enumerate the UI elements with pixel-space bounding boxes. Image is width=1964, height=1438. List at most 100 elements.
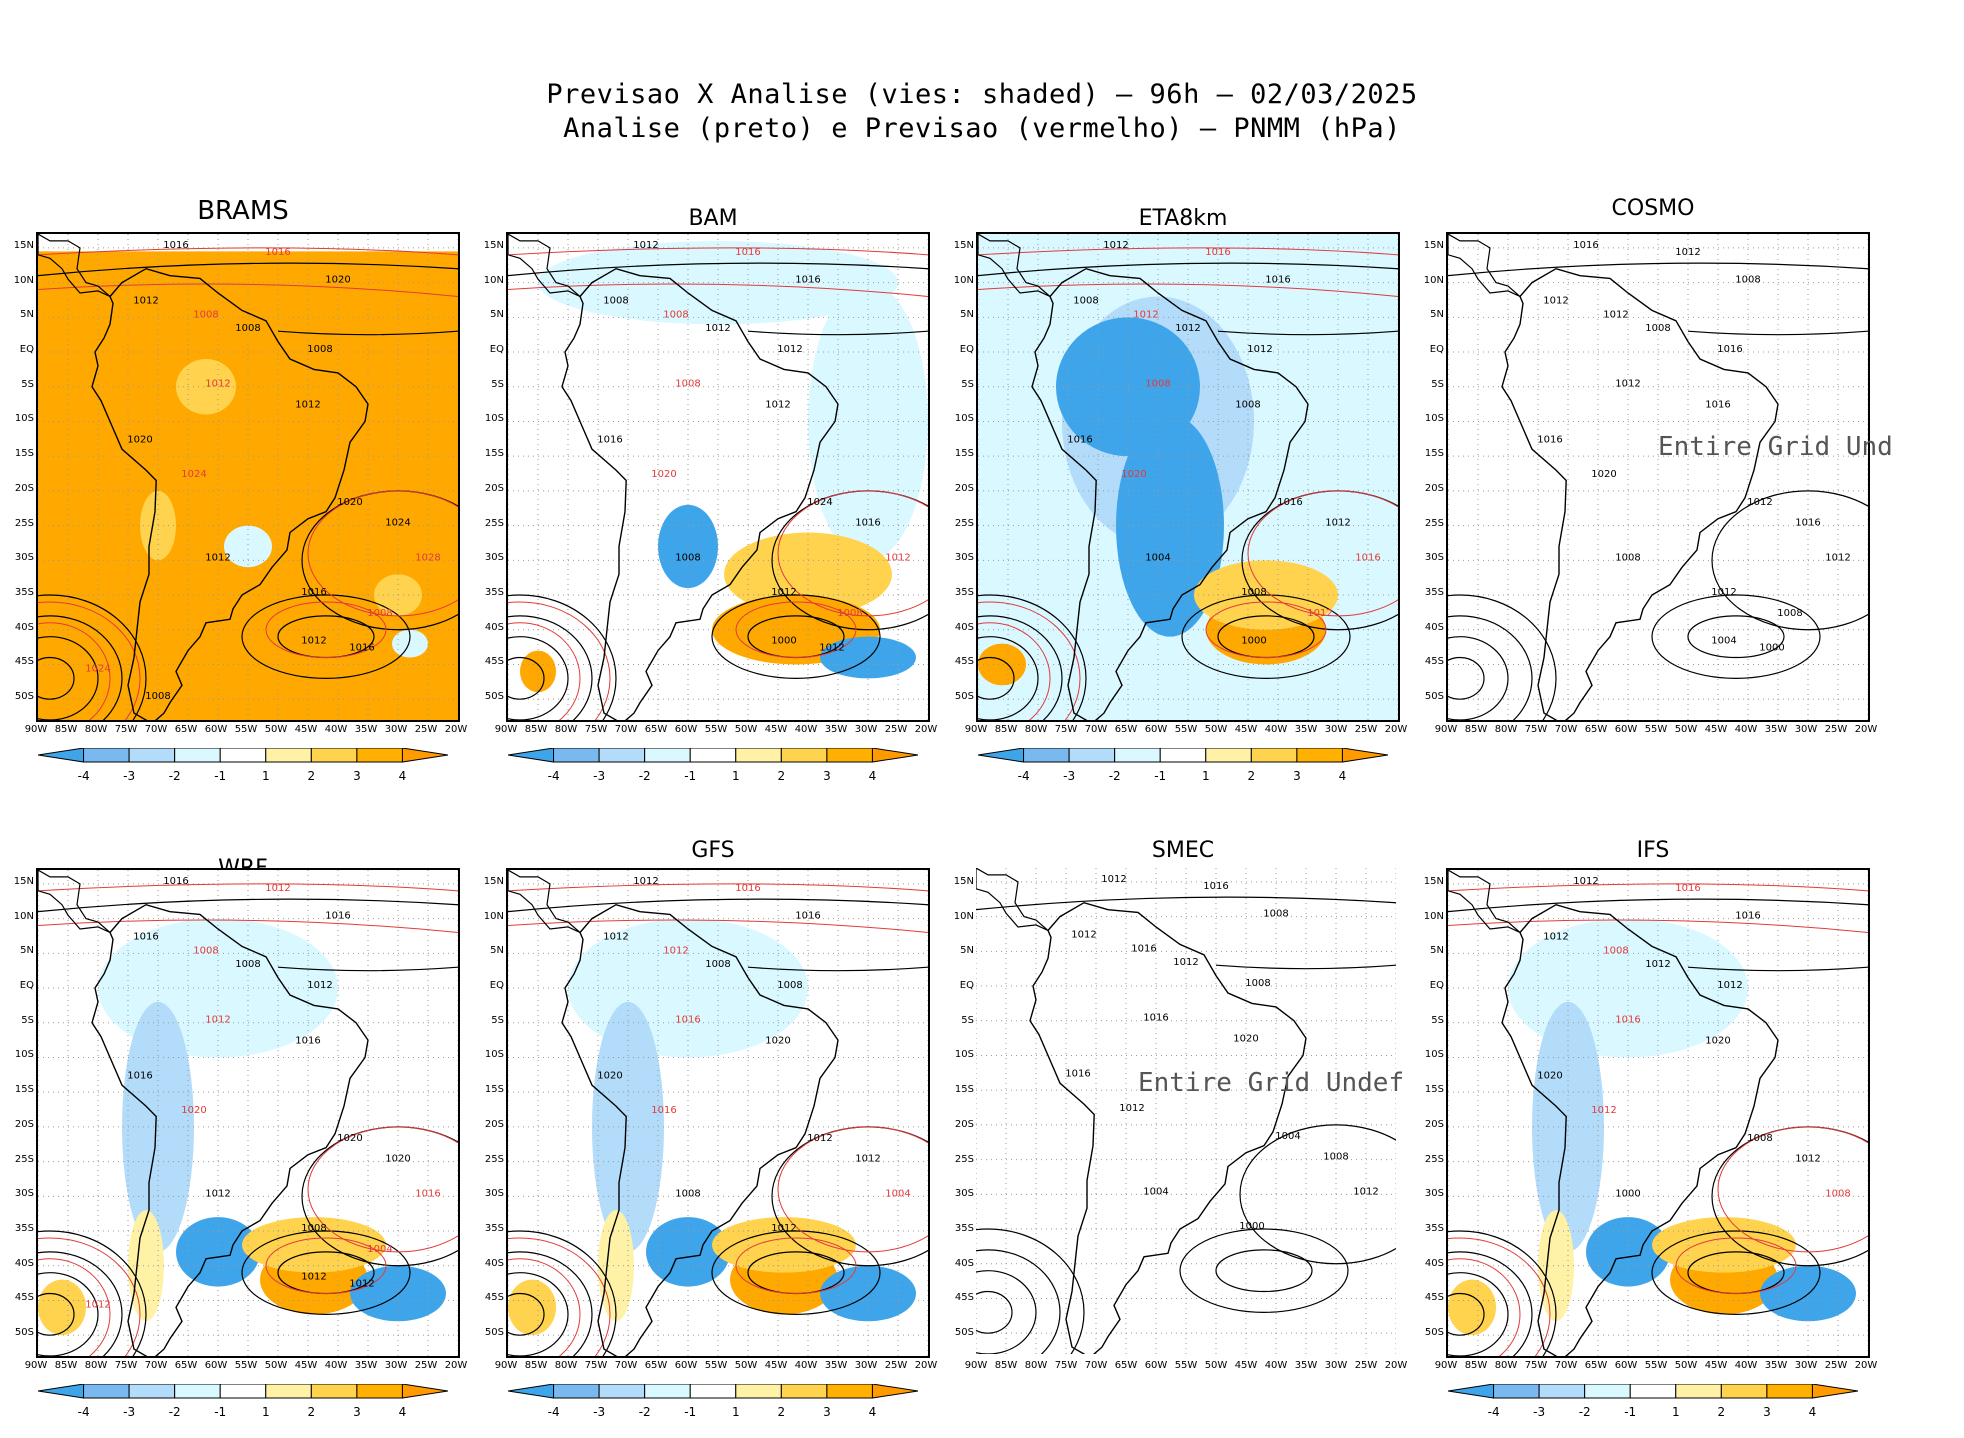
- longitude-label: 20W: [1854, 724, 1878, 735]
- isobar: [1448, 919, 1868, 933]
- latitude-label: 10S: [484, 413, 504, 425]
- pressure-label: 1016: [163, 876, 188, 887]
- latitude-label: EQ: [1429, 980, 1444, 992]
- pressure-label: 1024: [807, 497, 832, 508]
- pressure-label: 1016: [265, 247, 290, 258]
- latitude-label: 10S: [14, 1049, 34, 1061]
- isobar: [976, 1270, 1037, 1354]
- bias-area: [658, 504, 718, 589]
- latitude-label: 40S: [954, 621, 974, 633]
- pressure-label: 1000: [1615, 1188, 1640, 1199]
- colorbar-swatch: [977, 747, 1025, 763]
- pressure-label: 1012: [1573, 876, 1598, 887]
- undefined-grid-note: Entire Grid Undef: [1138, 1068, 1405, 1098]
- latitude-label: 5S: [491, 1014, 504, 1026]
- map-svg: 1012 1016 1016 1012 1008 1012 1012 1016 1020 1020…: [1448, 870, 1868, 1356]
- pressure-label: 1020: [651, 469, 676, 480]
- colorbar-label: -4: [548, 1405, 560, 1419]
- colorbar-label: 1: [262, 1405, 270, 1419]
- undefined-grid-note: Entire Grid Und: [1658, 432, 1893, 462]
- pressure-label: 1012: [1795, 1154, 1820, 1165]
- pressure-label: 1008: [1777, 608, 1802, 619]
- latitude-label: 15N: [953, 875, 974, 887]
- pressure-label: 1020: [1537, 1070, 1562, 1081]
- isobar: [1448, 1237, 1551, 1356]
- latitude-label: 5N: [960, 309, 974, 321]
- pressure-label: 1024: [181, 469, 206, 480]
- pressure-label: 1016: [1277, 497, 1302, 508]
- longitude-label: 40W: [324, 724, 348, 735]
- pressure-label: 1020: [337, 497, 362, 508]
- isobar: [38, 247, 458, 256]
- bias-area: [820, 636, 916, 679]
- pressure-label: 1016: [1355, 552, 1380, 563]
- colorbar-swatch: [37, 747, 85, 763]
- longitude-label: 60W: [204, 724, 228, 735]
- colorbar-swatch: [507, 747, 555, 763]
- latitude-label: 30S: [1424, 552, 1444, 564]
- latitude-label: 30S: [1424, 1188, 1444, 1200]
- isobar: [1687, 330, 1868, 336]
- longitude-label: 85W: [54, 1360, 78, 1371]
- bias-area: [224, 525, 272, 568]
- colorbar-swatch: [598, 1383, 646, 1399]
- map-area: 1012 1016 1016 1008 1008 1012 1012 1008 1012 1016…: [506, 232, 930, 722]
- longitude-label: 50W: [1674, 724, 1698, 735]
- longitude-label: 35W: [1764, 724, 1788, 735]
- latitude-label: 15S: [14, 1084, 34, 1096]
- isobar: [1448, 594, 1557, 720]
- longitude-label: 90W: [494, 1360, 518, 1371]
- longitude-label: 30W: [1794, 724, 1818, 735]
- latitude-label: 5N: [490, 309, 504, 321]
- longitude-label: 75W: [1524, 1360, 1548, 1371]
- longitude-label: 85W: [994, 1360, 1018, 1371]
- latitude-label: 15N: [953, 239, 974, 251]
- latitude-label: 30S: [14, 1188, 34, 1200]
- longitude-label: 35W: [1294, 724, 1318, 735]
- latitude-label: 15S: [954, 1084, 974, 1096]
- isobar: [508, 615, 593, 720]
- longitude-label: 45W: [764, 724, 788, 735]
- panel-title: COSMO: [1611, 196, 1695, 221]
- isobar: [1687, 615, 1785, 659]
- longitude-label: 30W: [384, 1360, 408, 1371]
- pressure-label: 1016: [1717, 344, 1742, 355]
- colorbar-label: 2: [307, 769, 315, 783]
- isobar: [1448, 615, 1533, 720]
- longitude-label: 25W: [884, 1360, 908, 1371]
- south-america-outline: [561, 903, 839, 1356]
- bias-area: [350, 1265, 446, 1322]
- latitude-label: 10N: [13, 274, 34, 286]
- isobar: [277, 330, 458, 336]
- latitude-label: 40S: [484, 1257, 504, 1269]
- longitude-label: 65W: [174, 1360, 198, 1371]
- pressure-label: 1016: [1143, 1013, 1168, 1024]
- isobar: [711, 1230, 881, 1315]
- longitude-label: 20W: [1384, 724, 1408, 735]
- pressure-label: 1016: [1067, 434, 1092, 445]
- isobar: [747, 966, 928, 972]
- latitude-label: 20S: [954, 482, 974, 494]
- latitude-label: 40S: [1424, 1257, 1444, 1269]
- colorbar-swatch: [1629, 1383, 1677, 1399]
- map-area: 1012 1016 1016 1008 1012 1012 1012 1008 1008 1016…: [976, 232, 1400, 722]
- colorbar-swatch: [83, 1383, 130, 1399]
- map-area: 1016 1016 1020 1012 1008 1008 1008 1012 1012 1020…: [36, 232, 460, 722]
- pressure-label: 1016: [1795, 518, 1820, 529]
- longitude-label: 35W: [354, 724, 378, 735]
- longitude-label: 65W: [644, 724, 668, 735]
- latitude-label: 10N: [483, 910, 504, 922]
- pressure-label: 1012: [1675, 247, 1700, 258]
- isobar: [1717, 1126, 1868, 1253]
- longitude-label: 25W: [414, 1360, 438, 1371]
- longitude-label: 90W: [964, 724, 988, 735]
- pressure-label: 1012: [1645, 959, 1670, 970]
- pressure-label: 1012: [301, 636, 326, 647]
- latitude-label: 45S: [1424, 1292, 1444, 1304]
- colorbar-swatch: [1584, 1383, 1631, 1399]
- isobar: [38, 601, 141, 720]
- isobar: [38, 283, 458, 297]
- pressure-label: 1012: [265, 883, 290, 894]
- colorbar: -4 -3 -2 -1 1 2 3 4: [507, 747, 919, 788]
- colorbar-swatch: [401, 1383, 449, 1399]
